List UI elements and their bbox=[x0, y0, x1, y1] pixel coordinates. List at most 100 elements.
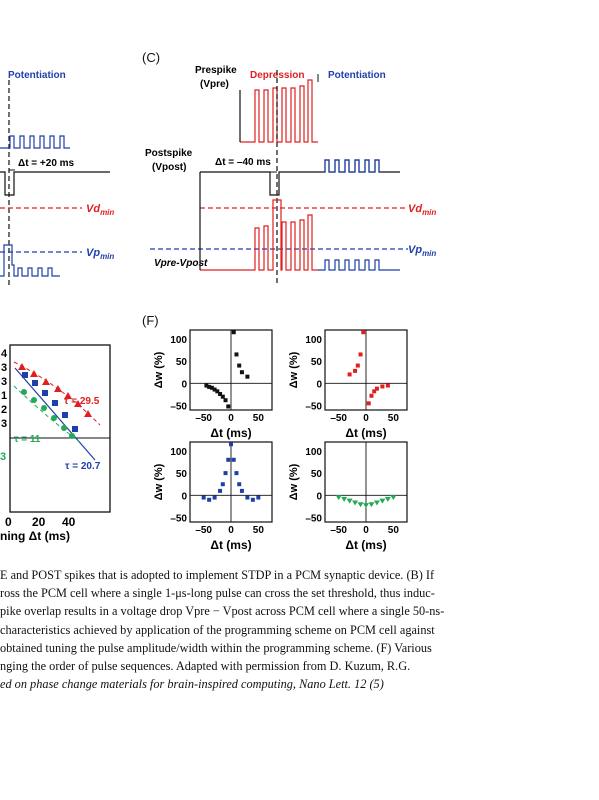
xtick-40: 40 bbox=[62, 515, 76, 529]
f-ytick-label: 0 bbox=[316, 491, 322, 502]
dt-label-c: Δt = –40 ms bbox=[215, 157, 271, 168]
f-data-point bbox=[218, 488, 223, 493]
tau-green-label: τ = 11 bbox=[14, 434, 41, 445]
f-data-point bbox=[355, 363, 360, 368]
f-data-point bbox=[212, 387, 217, 392]
f-ytick-label: –50 bbox=[305, 402, 322, 413]
combined-waveform bbox=[0, 244, 60, 277]
f-data-point bbox=[220, 482, 225, 487]
depression-label: Depression bbox=[250, 70, 304, 81]
xtick-0: 0 bbox=[5, 515, 12, 529]
f-data-point bbox=[373, 500, 380, 506]
f-data-point bbox=[212, 495, 217, 500]
potentiation-label-c: Potentiation bbox=[328, 70, 386, 81]
f-xtick-label: 50 bbox=[388, 525, 400, 536]
ytick-partial-4: 2 bbox=[1, 404, 7, 416]
f-ytick-label: 50 bbox=[311, 357, 323, 368]
f-data-point bbox=[234, 471, 239, 476]
left-bottom-frame bbox=[9, 344, 111, 513]
f-data-point bbox=[218, 392, 223, 396]
panel-c-waveforms: Prespike (Vpre) Depression Potentiation … bbox=[145, 65, 436, 285]
blue-series-markers bbox=[22, 372, 78, 432]
f-data-point bbox=[353, 368, 358, 373]
tau-red-label: τ = 29.5 bbox=[64, 396, 100, 407]
f-ytick-label: 0 bbox=[181, 379, 187, 390]
f-data-point bbox=[357, 502, 364, 508]
f-ytick-label: 0 bbox=[316, 379, 322, 390]
f-ylabel: Δw (%) bbox=[288, 463, 300, 500]
f-ytick-label: 50 bbox=[311, 469, 323, 480]
f-data-point bbox=[380, 384, 385, 389]
f-data-point bbox=[231, 457, 236, 462]
f-xlabel: Δt (ms) bbox=[210, 538, 251, 552]
f-data-point bbox=[237, 363, 242, 368]
ytick-partial-3: 1 bbox=[1, 390, 7, 402]
red-series-markers bbox=[18, 363, 92, 417]
caption-line: E and POST spikes that is adopted to imp… bbox=[0, 568, 435, 582]
ytick-partial-1: 3 bbox=[1, 362, 7, 374]
dt-label: Δt = +20 ms bbox=[18, 158, 75, 169]
potentiation-label: Potentiation bbox=[8, 70, 66, 81]
f-ytick-label: 100 bbox=[305, 447, 322, 458]
f-data-point bbox=[363, 503, 369, 509]
f-ytick-label: 50 bbox=[176, 469, 188, 480]
f-data-point bbox=[366, 401, 371, 406]
f-data-point bbox=[239, 370, 244, 375]
postspike-pulses bbox=[0, 135, 70, 149]
prespike-waveform bbox=[0, 171, 110, 196]
f-data-point bbox=[347, 372, 352, 377]
f-data-point bbox=[346, 498, 353, 504]
f-data-point bbox=[237, 482, 242, 487]
vd-label: Vdmin bbox=[86, 203, 114, 217]
f-ytick-label: 100 bbox=[305, 335, 322, 346]
f-data-point bbox=[209, 385, 214, 390]
vdiff-label: Vpre-Vpost bbox=[154, 258, 208, 269]
vp-label: Vpmin bbox=[86, 247, 114, 261]
f-xlabel: Δt (ms) bbox=[210, 426, 251, 440]
ytick-partial-0: 4 bbox=[1, 348, 8, 360]
f-data-point bbox=[229, 442, 233, 447]
f-data-point bbox=[374, 386, 379, 391]
c-vp-label: Vpmin bbox=[408, 244, 436, 258]
f-data-point bbox=[372, 389, 377, 394]
f-xtick-label: –50 bbox=[195, 525, 212, 536]
f-data-point bbox=[215, 389, 220, 394]
f-data-point bbox=[341, 496, 348, 502]
left-bottom-partial-plot: 4 3 3 1 2 3 3 τ = 29.5 τ = 20.7 τ = 11 0… bbox=[0, 344, 111, 543]
f-xtick-label: –50 bbox=[330, 413, 347, 424]
left-bottom-xlabel: ning Δt (ms) bbox=[0, 529, 70, 543]
f-data-point bbox=[204, 383, 209, 388]
green-series-markers bbox=[21, 389, 75, 439]
prespike-label: Prespike bbox=[195, 65, 237, 76]
f-xtick-label: 50 bbox=[388, 413, 400, 424]
f-data-point bbox=[384, 496, 391, 502]
f-data-point bbox=[201, 495, 206, 500]
f-data-point bbox=[234, 352, 239, 357]
xtick-20: 20 bbox=[32, 515, 46, 529]
f-data-point bbox=[256, 495, 261, 500]
f-data-point bbox=[220, 394, 225, 399]
panel-f-label: (F) bbox=[142, 313, 159, 328]
f-xtick-label: 0 bbox=[228, 525, 234, 536]
combined-red-waveform bbox=[200, 199, 318, 271]
green-partial-label: 3 bbox=[0, 451, 6, 463]
caption-line: ed on phase change materials for brain-i… bbox=[0, 677, 384, 692]
f-xtick-label: 50 bbox=[253, 525, 265, 536]
f-data-point bbox=[335, 495, 342, 501]
combined-blue-waveform bbox=[318, 259, 400, 271]
f-data-point bbox=[352, 500, 359, 506]
f-ylabel: Δw (%) bbox=[288, 351, 300, 388]
f-data-point bbox=[245, 495, 250, 500]
f-data-point bbox=[245, 374, 250, 379]
f-xtick-label: –50 bbox=[195, 413, 212, 424]
prespike-pulses bbox=[240, 79, 318, 143]
f-ylabel: Δw (%) bbox=[153, 351, 165, 388]
f-xtick-label: 50 bbox=[253, 413, 265, 424]
postspike-var: (Vpost) bbox=[152, 162, 186, 173]
f-xtick-label: 0 bbox=[228, 413, 234, 424]
caption-line: nging the order of pulse sequences. Adap… bbox=[0, 658, 411, 673]
figure-caption: E and POST spikes that is adopted to imp… bbox=[0, 566, 599, 693]
f-data-point bbox=[385, 383, 390, 388]
f-data-point bbox=[207, 384, 212, 389]
